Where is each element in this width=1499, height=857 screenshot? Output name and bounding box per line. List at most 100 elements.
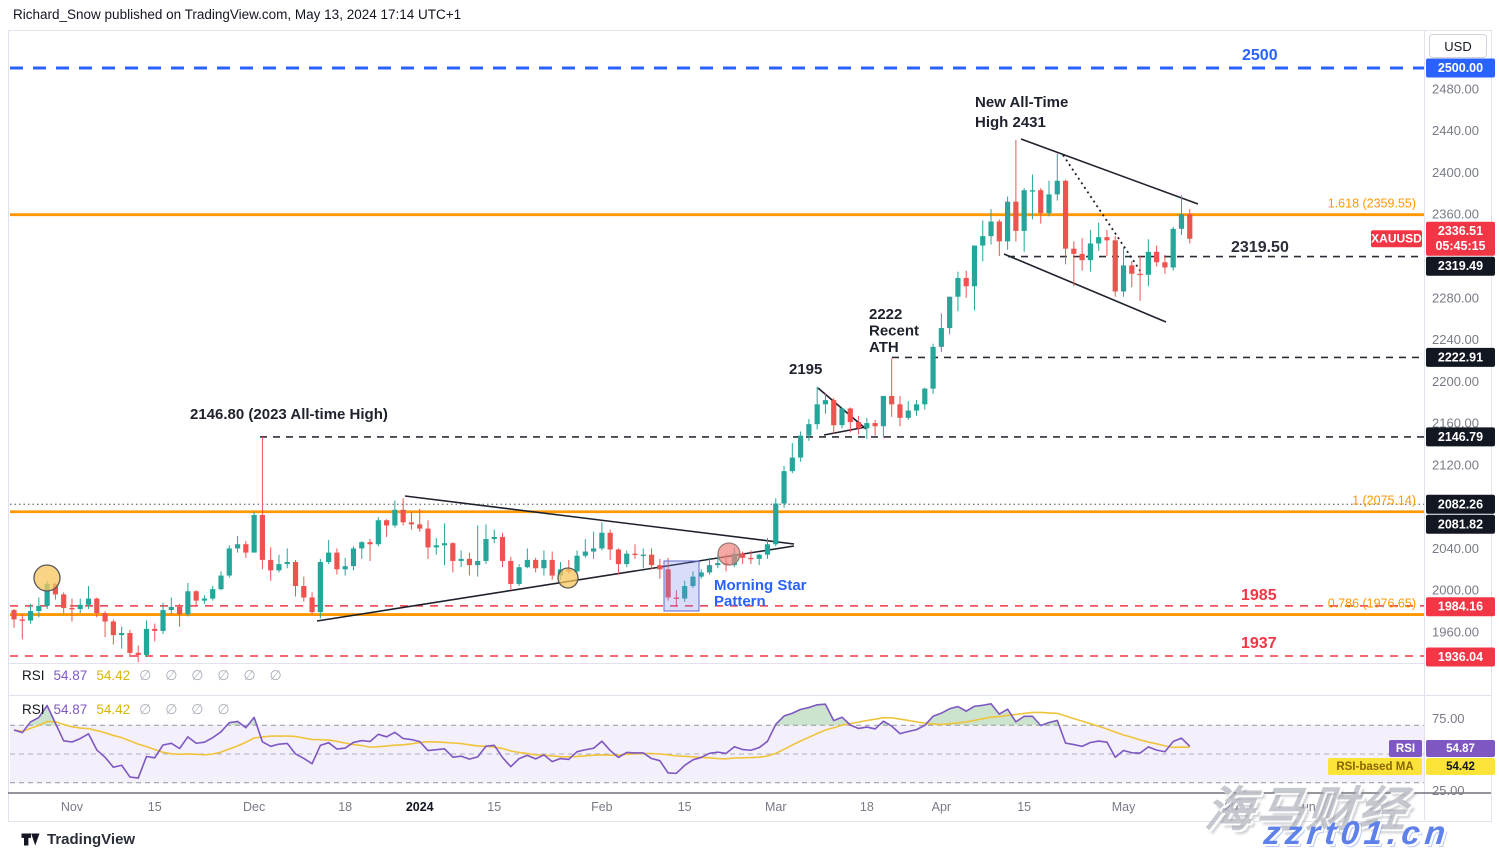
candle — [582, 551, 588, 556]
time-axis-label: Feb — [591, 800, 613, 814]
candle — [210, 589, 216, 599]
candle — [1162, 262, 1168, 268]
candle — [615, 549, 622, 565]
candle — [243, 544, 249, 553]
fib-label: 1.618 (2359.55) — [1328, 197, 1416, 211]
candle — [889, 395, 895, 405]
candle — [930, 346, 936, 389]
rsi-line — [13, 703, 1191, 779]
candle — [350, 548, 357, 567]
candle — [417, 524, 423, 529]
candle — [947, 296, 953, 329]
candle — [218, 575, 224, 590]
candle — [822, 400, 829, 405]
candle — [27, 611, 34, 621]
candle — [1005, 201, 1011, 242]
candle — [938, 328, 944, 347]
candle — [69, 607, 75, 610]
candle — [897, 404, 903, 418]
candle — [839, 408, 845, 426]
price-axis-tick: 2120.00 — [1432, 457, 1479, 472]
candle — [292, 562, 299, 587]
candle — [781, 471, 787, 504]
candle — [607, 532, 613, 550]
candle — [301, 586, 307, 598]
candle — [36, 605, 42, 612]
chart-widget-frame — [8, 30, 1492, 822]
currency-button[interactable]: USD — [1429, 34, 1487, 58]
rsi-legend[interactable]: RSI 54.87 54.42 ∅ ∅ ∅ ∅ — [22, 701, 235, 718]
candle — [359, 542, 365, 549]
candle — [864, 423, 870, 429]
candle — [905, 410, 911, 418]
trendline — [316, 545, 795, 622]
candle — [690, 576, 696, 587]
price-axis-label-text: 2081.82 — [1438, 517, 1483, 531]
candle — [740, 553, 746, 558]
price-axis-label — [1426, 597, 1495, 617]
chart-marker-circle — [557, 567, 579, 589]
candle — [541, 559, 547, 569]
candle — [1046, 194, 1052, 214]
price-axis-label-text: 2082.26 — [1438, 497, 1483, 511]
symbol-badge — [1371, 230, 1422, 248]
time-axis-label: 2024 — [406, 800, 434, 814]
price-axis-label-text: 05:45:15 — [1435, 239, 1485, 253]
candle — [334, 552, 340, 570]
candle — [77, 604, 83, 609]
candle — [922, 388, 928, 405]
tradingview-attribution[interactable]: TradingView — [21, 830, 135, 849]
time-axis-label: 20 — [1224, 800, 1238, 814]
rsi-legend-collapsed[interactable]: RSI 54.87 54.42 ∅ ∅ ∅ ∅ ∅ ∅ — [22, 667, 287, 684]
price-axis-tick: 2480.00 — [1432, 81, 1479, 96]
candle — [1096, 237, 1102, 244]
candle — [458, 558, 464, 561]
price-axis-label — [1426, 494, 1495, 514]
candle — [276, 564, 282, 571]
price-scale[interactable] — [1424, 30, 1499, 793]
candle — [425, 528, 431, 548]
candle — [326, 552, 332, 563]
rsi-legend-toolbar-icons[interactable]: ∅ ∅ ∅ ∅ ∅ ∅ — [139, 667, 287, 683]
candle — [988, 221, 994, 237]
chart-annotation: 2146.80 (2023 All-time High) — [190, 406, 388, 423]
chart-annotation: 2319.50 — [1231, 239, 1289, 256]
candle — [996, 221, 1002, 242]
candle — [375, 520, 381, 545]
candle — [508, 560, 514, 584]
price-axis-label-text: 2222.91 — [1438, 350, 1483, 364]
symbol-badge-text: XAUUSD — [1371, 232, 1422, 246]
price-axis-tick: 2000.00 — [1432, 583, 1479, 598]
candle — [44, 583, 50, 606]
candle — [706, 565, 713, 573]
candle — [135, 652, 141, 655]
candle — [127, 633, 133, 653]
candle — [483, 539, 489, 561]
candle — [384, 520, 390, 526]
candle — [682, 586, 688, 599]
rsi-legend-toolbar-icons[interactable]: ∅ ∅ ∅ ∅ — [139, 701, 235, 717]
candle — [880, 395, 886, 427]
candle — [1178, 214, 1185, 229]
candle — [599, 532, 605, 549]
candle — [1154, 251, 1160, 263]
candle — [309, 597, 315, 613]
candle — [632, 553, 638, 556]
candle — [102, 613, 108, 622]
time-axis-label: Mar — [765, 800, 787, 814]
fib-label: 0.786 (1976.65) — [1328, 597, 1416, 611]
candle — [19, 619, 25, 621]
time-axis-label: Nov — [61, 800, 84, 814]
chart-marker-circle — [717, 542, 741, 566]
attribution-text: Richard_Snow published on TradingView.co… — [13, 7, 462, 22]
candle — [143, 628, 150, 655]
candle — [798, 435, 804, 458]
rsi-legend-title: RSI — [22, 702, 45, 717]
candle — [673, 597, 679, 599]
price-axis-label-text: 2319.49 — [1438, 259, 1483, 273]
candle — [1021, 190, 1027, 231]
candle — [226, 548, 232, 576]
candle — [491, 536, 497, 540]
